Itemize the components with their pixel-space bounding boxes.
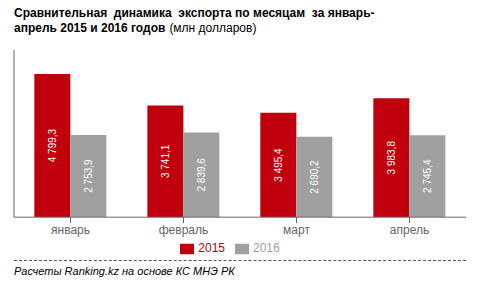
html-text:апрель 2015 и 2016 годов (млн: апрель 2015 и 2016 годов (млн долларов) xyxy=(14,21,257,35)
html-text:2016: 2016 xyxy=(253,241,280,256)
html-text:2015: 2015 xyxy=(198,241,225,256)
svg-text:январь: январь xyxy=(51,223,90,237)
svg-text:2 690,2: 2 690,2 xyxy=(309,160,320,194)
html-text:Сравнительная динамика экспорт: Сравнительная динамика экспорта по месяц… xyxy=(14,6,375,20)
svg-text:апрель: апрель xyxy=(390,223,429,237)
svg-text:2 745,4: 2 745,4 xyxy=(422,159,433,193)
svg-text:март: март xyxy=(283,223,310,237)
html-text:Расчеты Ranking.kz на основе К: Расчеты Ranking.kz на основе КС МНЭ РК xyxy=(14,265,235,277)
svg-text:4 799,3: 4 799,3 xyxy=(47,128,58,162)
svg-text:3 741,1: 3 741,1 xyxy=(160,144,171,178)
svg-text:февраль: февраль xyxy=(159,223,209,237)
svg-text:3 495,4: 3 495,4 xyxy=(273,148,284,182)
svg-text:2 753,9: 2 753,9 xyxy=(83,159,94,193)
svg-text:3 983,8: 3 983,8 xyxy=(386,141,397,175)
svg-text:2 839,6: 2 839,6 xyxy=(196,158,207,192)
